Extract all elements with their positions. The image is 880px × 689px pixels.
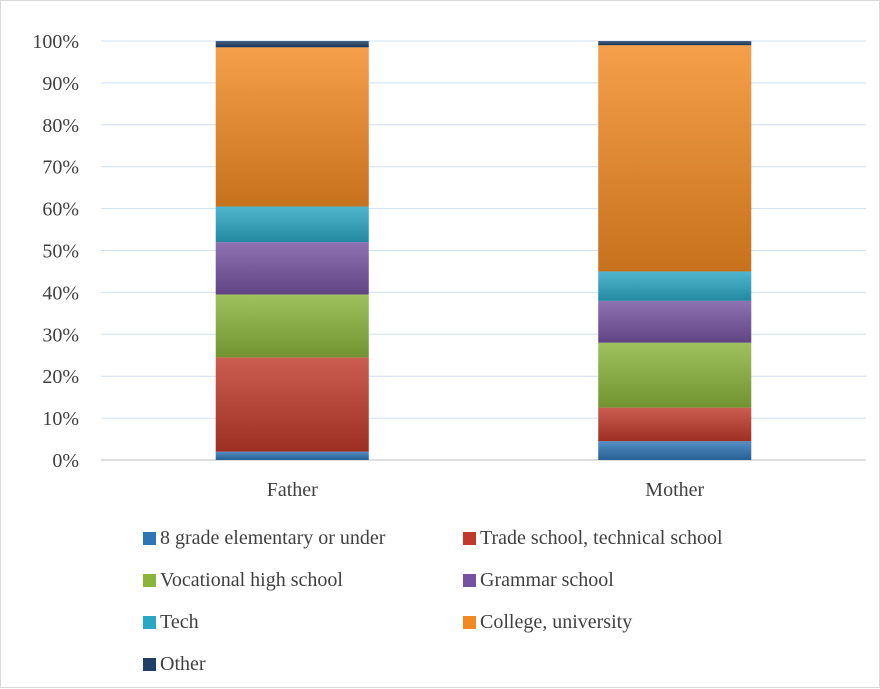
bar-segment-shading — [598, 271, 752, 301]
bar-segment-shading — [215, 47, 369, 207]
x-category-label: Mother — [645, 479, 704, 501]
x-category-label: Father — [267, 479, 318, 501]
y-tick-label: 90% — [42, 73, 79, 95]
bar-segment-shading — [598, 342, 752, 408]
y-tick-label: 50% — [42, 241, 79, 263]
x-axis-category-labels: Father Mother — [267, 479, 705, 501]
y-tick-label: 10% — [42, 408, 79, 430]
y-tick-label: 100% — [32, 31, 79, 53]
y-tick-label: 0% — [52, 450, 79, 472]
bar-segment-shading — [598, 300, 752, 343]
y-tick-label: 40% — [42, 282, 79, 304]
bar-segment-shading — [215, 242, 369, 295]
bar-segment-shading — [598, 407, 752, 442]
y-tick-label: 60% — [42, 199, 79, 221]
bar-segment-shading — [598, 41, 752, 46]
bar-segment-shading — [598, 441, 752, 460]
y-axis-tick-labels: 0% 10% 20% 30% 40% 50% 60% 70% 80% 90% 100% — [32, 31, 79, 472]
bar-segment-shading — [215, 41, 369, 48]
y-tick-label: 80% — [42, 115, 79, 137]
bar-segment-shading — [215, 206, 369, 243]
bar-segment-shading — [598, 45, 752, 272]
bar-segment-shading — [215, 451, 369, 460]
y-tick-label: 30% — [42, 324, 79, 346]
y-tick-label: 70% — [42, 157, 79, 179]
bar-segment-shading — [215, 294, 369, 358]
y-tick-label: 20% — [42, 366, 79, 388]
bar-segment-shading — [215, 357, 369, 452]
bar-segments — [215, 41, 752, 460]
